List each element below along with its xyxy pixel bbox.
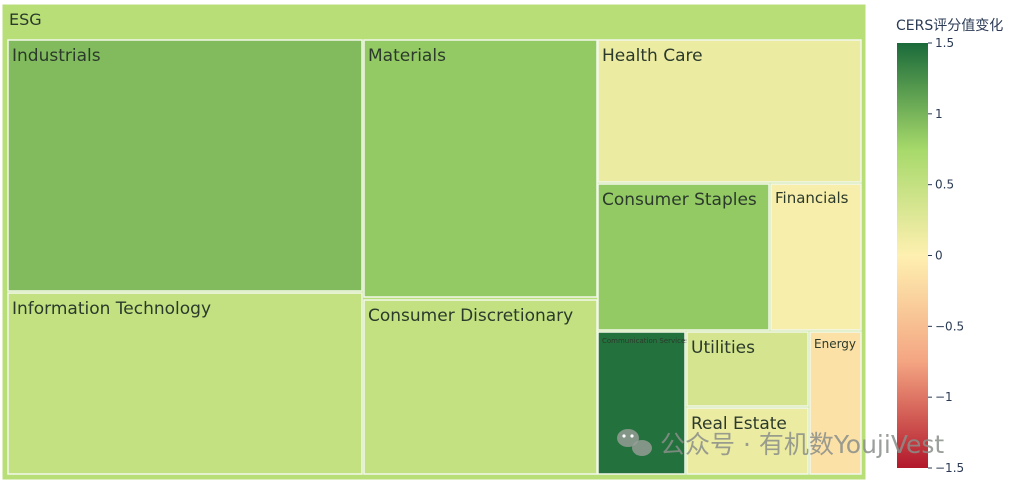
tile-label-consumer-staples: Consumer Staples [602, 190, 757, 210]
colorbar-gradient [897, 43, 928, 468]
tile-label-materials: Materials [368, 46, 446, 66]
colorbar-tick-label: −0.5 [935, 319, 964, 333]
tile-utilities[interactable] [686, 331, 809, 407]
tile-label-real-estate: Real Estate [691, 414, 787, 434]
tile-label-consumer-discretionary: Consumer Discretionary [368, 306, 573, 326]
tile-materials[interactable] [363, 39, 598, 298]
watermark: 公众号 · 有机数YoujiVest [617, 429, 944, 459]
tile-consumer-discretionary[interactable] [363, 299, 598, 475]
tile-financials[interactable] [770, 183, 862, 331]
colorbar: CERS评分值变化 1.5 1 0.5 0 −0.5 −1 −1.5 [896, 18, 1003, 475]
tile-consumer-staples[interactable] [597, 183, 770, 331]
tile-industrials[interactable] [7, 39, 363, 292]
tile-real-estate[interactable] [686, 407, 809, 475]
tile-label-financials: Financials [775, 189, 849, 207]
wechat-icon [617, 429, 652, 456]
tile-label-health-care: Health Care [602, 46, 703, 66]
tile-label-energy: Energy [814, 337, 856, 351]
tile-label-information-technology: Information Technology [12, 299, 211, 319]
colorbar-tick-label: −1 [935, 390, 953, 404]
colorbar-tick-label: 0.5 [935, 178, 954, 192]
tile-label-utilities: Utilities [691, 338, 755, 358]
tile-information-technology[interactable] [7, 292, 363, 475]
tile-label-esg: ESG [9, 10, 42, 29]
tile-health-care[interactable] [597, 39, 862, 183]
treemap-tiles: ESG Industrials Materials Health Care Inform… [1, 3, 867, 481]
tile-label-communication-services: Communication Services [602, 337, 689, 345]
tile-label-industrials: Industrials [12, 46, 101, 66]
colorbar-tick-label: 1.5 [935, 36, 954, 50]
watermark-text: 公众号 · 有机数YoujiVest [660, 430, 944, 459]
colorbar-tick-label: 0 [935, 249, 943, 263]
colorbar-tick-label: −1.5 [935, 461, 964, 475]
colorbar-title: CERS评分值变化 [896, 18, 1003, 34]
colorbar-tick-label: 1 [935, 107, 943, 121]
tile-energy[interactable] [809, 331, 862, 475]
